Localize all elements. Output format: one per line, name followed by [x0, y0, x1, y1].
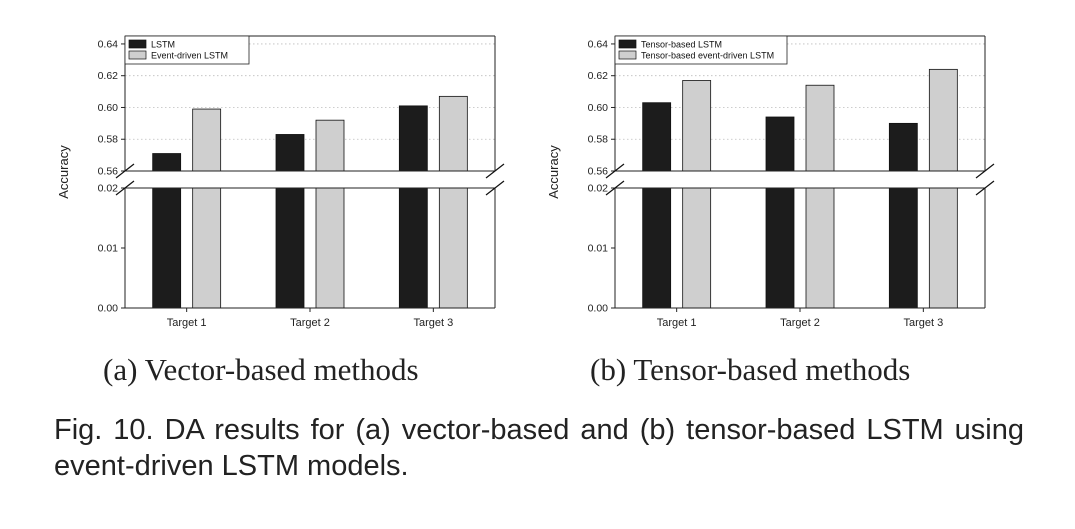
bar-lower: [928, 187, 958, 309]
bar-upper: [152, 153, 182, 172]
y-tick-label: 0.60: [588, 102, 609, 114]
bar-lower: [192, 187, 222, 309]
y-tick-label: 0.02: [98, 183, 119, 195]
figure-caption: Fig. 10. DA results for (a) vector-based…: [54, 414, 1024, 482]
bar-upper: [928, 68, 958, 172]
bar-lower: [438, 187, 468, 309]
bar-upper: [438, 95, 468, 172]
legend-swatch: [128, 39, 147, 49]
bar-lower: [682, 187, 712, 309]
bar-upper: [888, 122, 918, 172]
bar-upper: [642, 102, 672, 172]
x-tick-label: Target 3: [413, 317, 453, 329]
axis-break-left: [605, 163, 625, 179]
y-tick-label: 0.62: [98, 70, 119, 82]
x-tick-label: Target 2: [290, 317, 330, 329]
subcaption-b: (b) Tensor-based methods: [590, 352, 911, 387]
bar-lower: [642, 187, 672, 309]
y-tick-label: 0.58: [98, 134, 119, 146]
x-tick-label: Target 1: [657, 317, 697, 329]
axis-break-left: [605, 180, 625, 196]
y-tick-label: 0.60: [98, 102, 119, 114]
y-tick-label: 0.64: [588, 38, 609, 50]
y-axis-label: Accuracy: [546, 145, 561, 199]
axis-break-left: [115, 163, 135, 179]
bar-lower: [805, 187, 835, 309]
y-tick-label: 0.02: [588, 183, 609, 195]
x-tick-label: Target 3: [903, 317, 943, 329]
chart-svg: 0.56 0.58 0.60 0.62 0.64 0.00 0.01 0.02 Target 1…: [546, 35, 995, 329]
axis-break-right: [975, 163, 995, 179]
y-tick-label: 0.01: [588, 243, 609, 255]
y-tick-label: 0.58: [588, 134, 609, 146]
bar-upper: [315, 119, 345, 172]
subcaption-a: (a) Vector-based methods: [103, 352, 419, 387]
bar-upper: [398, 105, 428, 172]
bar-upper: [765, 116, 795, 172]
y-tick-label: 0.00: [98, 303, 119, 315]
y-tick-label: 0.62: [588, 70, 609, 82]
y-tick-label: 0.56: [98, 166, 119, 178]
chart-tensor-based: 0.56 0.58 0.60 0.62 0.64 0.00 0.01 0.02 Target 1…: [530, 16, 1050, 346]
legend-swatch: [618, 50, 637, 60]
x-tick-label: Target 1: [167, 317, 207, 329]
y-tick-label: 0.00: [588, 303, 609, 315]
y-tick-label: 0.56: [588, 166, 609, 178]
legend-swatch: [618, 39, 637, 49]
bar-upper: [805, 84, 835, 172]
legend-label: Tensor-based LSTM: [641, 40, 722, 50]
y-tick-label: 0.64: [98, 38, 119, 50]
axis-break-right: [975, 180, 995, 196]
bar-lower: [765, 187, 795, 309]
y-axis-label: Accuracy: [56, 145, 71, 199]
legend-label: LSTM: [151, 40, 175, 50]
y-tick-label: 0.01: [98, 243, 119, 255]
legend-box: [614, 35, 788, 65]
axis-break-left: [115, 180, 135, 196]
bar-upper: [192, 108, 222, 172]
bar-lower: [888, 187, 918, 309]
bar-upper: [275, 134, 305, 172]
bar-lower: [315, 187, 345, 309]
legend-label: Event-driven LSTM: [151, 51, 228, 61]
chart-svg: 0.56 0.58 0.60 0.62 0.64 0.00 0.01 0.02 Target 1…: [56, 35, 505, 329]
axis-break-right: [485, 180, 505, 196]
chart-vector-based: 0.56 0.58 0.60 0.62 0.64 0.00 0.01 0.02 Target 1…: [40, 16, 560, 346]
legend-label: Tensor-based event-driven LSTM: [641, 51, 774, 61]
legend-swatch: [128, 50, 147, 60]
x-tick-label: Target 2: [780, 317, 820, 329]
bar-upper: [682, 80, 712, 172]
bar-lower: [398, 187, 428, 309]
axis-break-right: [485, 163, 505, 179]
bar-lower: [275, 187, 305, 309]
bar-lower: [152, 187, 182, 309]
